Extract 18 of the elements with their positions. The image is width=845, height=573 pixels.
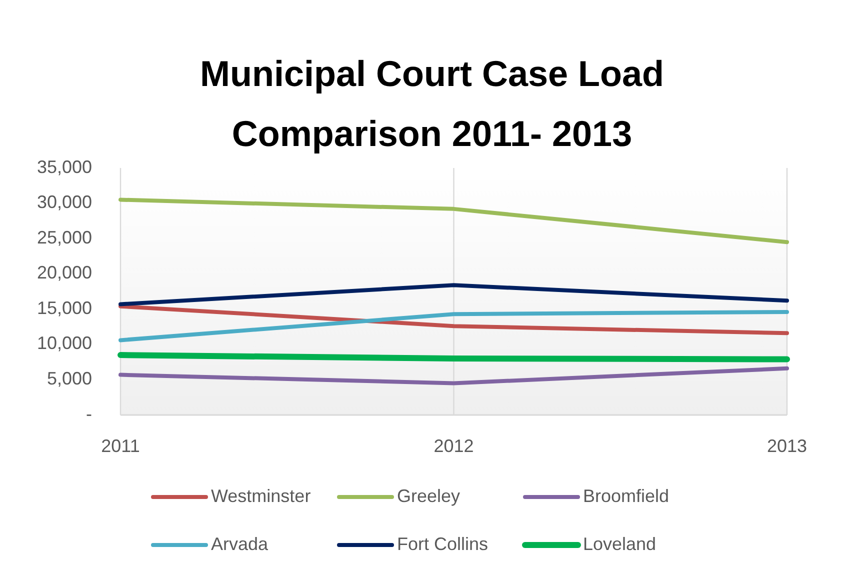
x-tick-label: 2011 [101,436,140,456]
y-tick-label: 30,000 [36,192,92,212]
legend-label: Westminster [211,486,311,506]
legend-label: Broomfield [583,486,670,506]
y-tick-label: 35,000 [36,156,92,177]
y-tick-label: 20,000 [36,262,92,283]
y-tick-label: 25,000 [36,227,92,248]
y-tick-label: 5,000 [46,368,92,388]
legend-label: Loveland [583,534,656,554]
y-tick-label: 10,000 [36,333,92,354]
y-tick-label: 15,000 [36,298,92,318]
x-tick-label: 2012 [434,436,474,456]
legend-label: Greeley [397,486,460,506]
y-tick-label: - [86,404,92,424]
x-tick-label: 2013 [766,436,808,456]
legend-label: Arvada [211,534,270,554]
legend-label: Fort Collins [397,534,488,554]
chart-title: Municipal Court Case Load Comparison 2011- 2013 [200,53,664,154]
